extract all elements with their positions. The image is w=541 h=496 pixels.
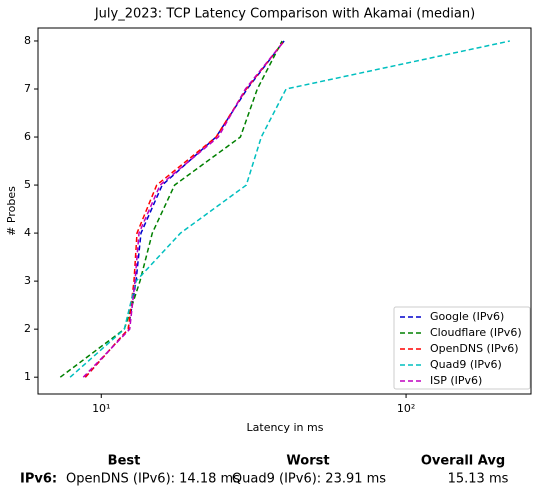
- x-tick-label: 10¹: [92, 402, 110, 415]
- summary-header: Worst: [286, 454, 329, 469]
- y-tick-label: 5: [24, 178, 31, 191]
- series-line: [59, 40, 283, 378]
- y-tick-label: 1: [24, 370, 31, 383]
- x-axis-label: Latency in ms: [247, 421, 324, 434]
- series-line: [84, 40, 285, 378]
- summary-cell: OpenDNS (IPv6): 14.18 ms: [66, 472, 240, 487]
- legend-box: [393, 306, 531, 390]
- summary-header: Overall Avg: [421, 454, 505, 469]
- series-line: [84, 40, 285, 378]
- summary-cell: Quad9 (IPv6): 23.91 ms: [232, 472, 386, 487]
- x-tick-label: 10²: [397, 402, 415, 415]
- series-line: [69, 40, 510, 378]
- y-tick-label: 4: [24, 226, 31, 239]
- legend-label: ISP (IPv6): [430, 374, 482, 387]
- chart-title: July_2023: TCP Latency Comparison with A…: [94, 7, 475, 22]
- y-tick-label: 6: [24, 130, 31, 143]
- plot-frame: [37, 27, 532, 395]
- y-tick-label: 7: [24, 82, 31, 95]
- y-tick-label: 3: [24, 274, 31, 287]
- y-tick-label: 2: [24, 322, 31, 335]
- y-tick-label: 8: [24, 34, 31, 47]
- y-axis-label: # Probes: [5, 186, 18, 236]
- summary-header: Best: [108, 454, 141, 469]
- summary-cell: 15.13 ms: [448, 472, 509, 487]
- summary-row-label: IPv6:: [20, 472, 57, 487]
- series-line: [82, 40, 285, 378]
- legend-label: Quad9 (IPv6): [430, 358, 502, 371]
- legend-label: OpenDNS (IPv6): [430, 342, 519, 355]
- legend-label: Google (IPv6): [430, 310, 504, 323]
- legend-label: Cloudflare (IPv6): [430, 326, 522, 339]
